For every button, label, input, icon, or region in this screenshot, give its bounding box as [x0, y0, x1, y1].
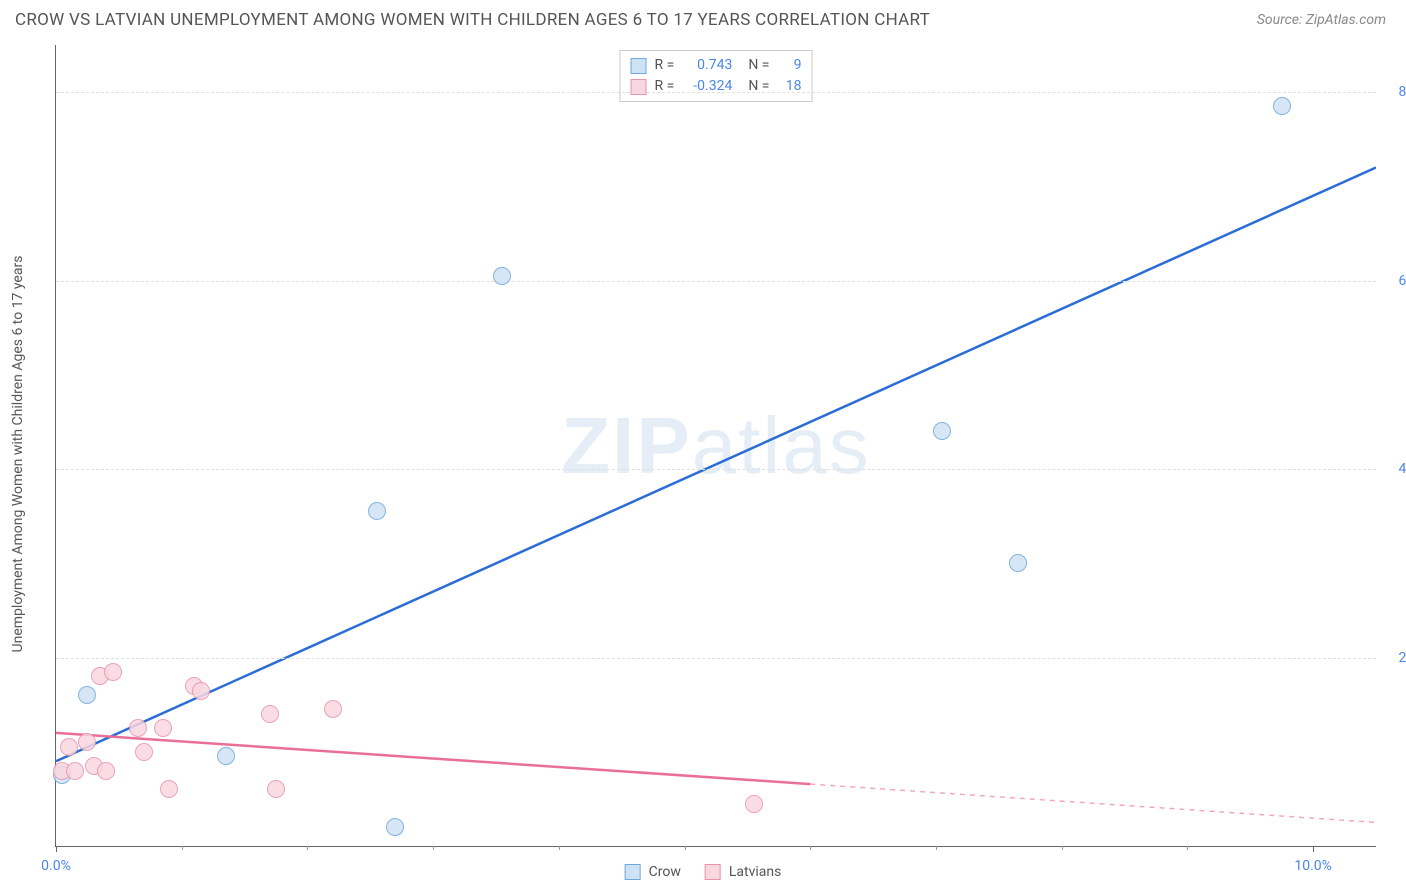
x-minor-tick — [1062, 846, 1063, 850]
data-point — [368, 502, 386, 520]
stat-r-value: -0.324 — [682, 76, 732, 97]
chart-title: CROW VS LATVIAN UNEMPLOYMENT AMONG WOMEN… — [15, 10, 930, 30]
trend-line — [56, 168, 1376, 762]
scatter-chart: ZIPatlas R =0.743N =9R =-0.324N =18 20.0… — [55, 45, 1376, 847]
data-point — [192, 682, 210, 700]
trendlines-layer — [56, 45, 1376, 846]
stat-n-value: 9 — [777, 55, 801, 76]
y-tick-label: 60.0% — [1398, 273, 1406, 289]
stat-label: N = — [748, 55, 769, 76]
stats-legend-row: R = -0.324 N = 18 — [631, 76, 802, 97]
stat-r-value: 0.743 — [682, 55, 732, 76]
legend-label: Latvians — [729, 864, 782, 880]
stat-n-value: 18 — [777, 76, 801, 97]
data-point — [745, 795, 763, 813]
data-point — [129, 719, 147, 737]
stat-label: N = — [748, 76, 769, 97]
legend-item: Crow — [625, 864, 681, 880]
data-point — [60, 738, 78, 756]
gridline — [56, 281, 1376, 282]
watermark: ZIPatlas — [561, 400, 870, 492]
series-legend: Crow Latvians — [625, 864, 782, 880]
data-point — [261, 705, 279, 723]
legend-swatch — [631, 58, 647, 74]
data-point — [1273, 97, 1291, 115]
data-point — [154, 719, 172, 737]
data-point — [78, 686, 96, 704]
stat-label: R = — [655, 76, 675, 97]
legend-item: Latvians — [705, 864, 782, 880]
x-tick — [1313, 846, 1314, 852]
x-minor-tick — [433, 846, 434, 850]
stats-legend-row: R = 0.743 N = 9 — [631, 55, 802, 76]
data-point — [933, 422, 951, 440]
stats-legend: R = 0.743 N = 9 R = -0.324 N = 18 — [620, 50, 813, 102]
x-minor-tick — [810, 846, 811, 850]
x-tick-label: 10.0% — [1294, 858, 1332, 874]
data-point — [104, 663, 122, 681]
y-tick-label: 80.0% — [1398, 84, 1406, 100]
y-tick-label: 40.0% — [1398, 461, 1406, 477]
data-point — [493, 267, 511, 285]
x-minor-tick — [182, 846, 183, 850]
source-attribution: Source: ZipAtlas.com — [1257, 12, 1386, 28]
data-point — [135, 743, 153, 761]
stat-label: R = — [655, 55, 675, 76]
gridline — [56, 658, 1376, 659]
data-point — [1009, 554, 1027, 572]
gridline — [56, 92, 1376, 93]
data-point — [78, 733, 96, 751]
gridline — [56, 469, 1376, 470]
data-point — [267, 780, 285, 798]
x-tick-label: 0.0% — [41, 858, 71, 874]
legend-swatch — [625, 864, 641, 880]
y-tick-label: 20.0% — [1398, 650, 1406, 666]
data-point — [97, 762, 115, 780]
data-point — [160, 780, 178, 798]
data-point — [324, 700, 342, 718]
trend-line-extrapolated — [810, 784, 1376, 822]
data-point — [386, 818, 404, 836]
data-point — [66, 762, 84, 780]
trend-line — [56, 733, 810, 784]
y-axis-label: Unemployment Among Women with Children A… — [10, 256, 26, 653]
legend-label: Crow — [649, 864, 681, 880]
x-minor-tick — [685, 846, 686, 850]
x-minor-tick — [1187, 846, 1188, 850]
x-minor-tick — [307, 846, 308, 850]
x-tick — [56, 846, 57, 852]
data-point — [217, 747, 235, 765]
x-minor-tick — [936, 846, 937, 850]
legend-swatch — [705, 864, 721, 880]
x-minor-tick — [559, 846, 560, 850]
